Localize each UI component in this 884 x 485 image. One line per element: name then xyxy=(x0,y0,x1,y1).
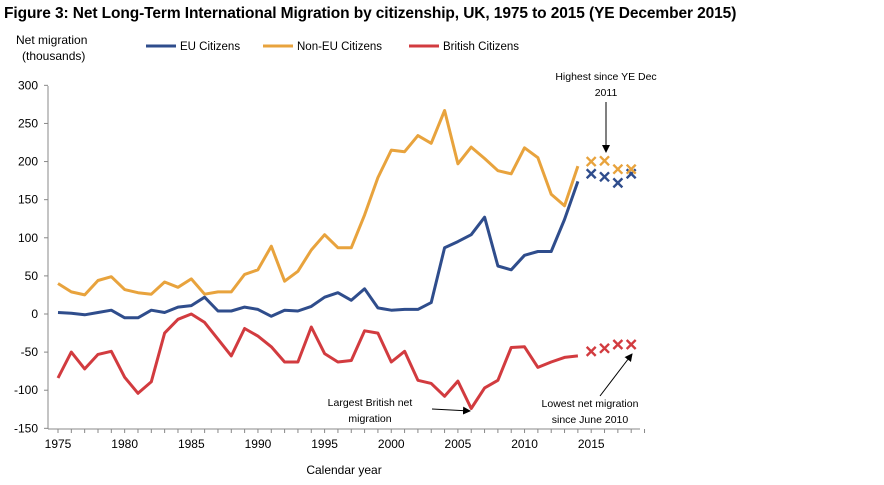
series-line xyxy=(56,312,579,410)
legend: EU Citizens Non-EU Citizens British Citize… xyxy=(146,41,519,53)
series-line xyxy=(57,180,580,320)
y-tick-label: 50 xyxy=(25,269,39,283)
data-point-cross xyxy=(612,339,624,350)
annotation-largest-line-2: migration xyxy=(348,413,391,425)
x-tick-label: 2000 xyxy=(378,437,405,451)
x-tick-label: 1975 xyxy=(45,437,72,451)
y-tick-label: 300 xyxy=(18,78,38,92)
x-tick-label: 1995 xyxy=(311,437,338,451)
y-tick-label: 250 xyxy=(18,116,38,130)
series-british-citizens xyxy=(56,312,637,410)
annotation-largest-arrow xyxy=(431,406,471,415)
annotation-lowest-line-1: Lowest net migration xyxy=(542,398,639,410)
legend-label: British Citizens xyxy=(443,41,519,53)
x-tick-label: 1985 xyxy=(178,437,205,451)
y-tick-label: -100 xyxy=(14,383,38,397)
annotation-highest-line-1: Highest since YE Dec xyxy=(555,71,656,83)
data-point-cross xyxy=(599,342,610,354)
y-tick-label: -150 xyxy=(14,421,38,435)
x-tick-label: 2015 xyxy=(578,437,605,451)
chart-title: Figure 3: Net Long-Term International Mi… xyxy=(4,5,737,22)
data-point-cross xyxy=(599,171,610,183)
y-tick-label: 200 xyxy=(18,155,38,169)
y-tick-label: 0 xyxy=(31,307,38,321)
data-point-cross xyxy=(585,345,597,357)
y-axis-label-line-1: Net migration xyxy=(16,33,87,47)
annotation-highest-line-2: 2011 xyxy=(595,87,618,99)
data-point-cross xyxy=(599,155,610,167)
x-axis-label: Calendar year xyxy=(306,463,381,477)
annotation-largest-line-1: Largest British net xyxy=(328,397,413,409)
legend-label: Non-EU Citizens xyxy=(297,41,382,53)
series-eu-citizens xyxy=(57,168,637,320)
legend-label: EU Citizens xyxy=(180,41,240,53)
x-tick-label: 1990 xyxy=(245,437,272,451)
annotation-lowest-line-2: since June 2010 xyxy=(552,414,629,426)
data-point-cross xyxy=(612,177,624,189)
y-tick-label: 150 xyxy=(18,193,38,207)
series-non-eu-citizens xyxy=(57,109,637,297)
data-point-cross xyxy=(612,163,624,175)
x-tick-label: 2010 xyxy=(511,437,538,451)
y-tick-label: 100 xyxy=(18,231,38,245)
y-tick-label: -50 xyxy=(21,345,39,359)
y-axis-label-line-2: (thousands) xyxy=(22,49,85,63)
annotation-lowest-arrow xyxy=(599,353,633,397)
data-point-cross xyxy=(625,339,637,350)
data-point-cross xyxy=(625,163,637,175)
series-line xyxy=(57,109,580,297)
data-point-cross xyxy=(585,156,597,167)
x-tick-label: 2005 xyxy=(445,437,472,451)
x-tick-label: 1980 xyxy=(111,437,138,451)
data-point-cross xyxy=(585,168,597,180)
